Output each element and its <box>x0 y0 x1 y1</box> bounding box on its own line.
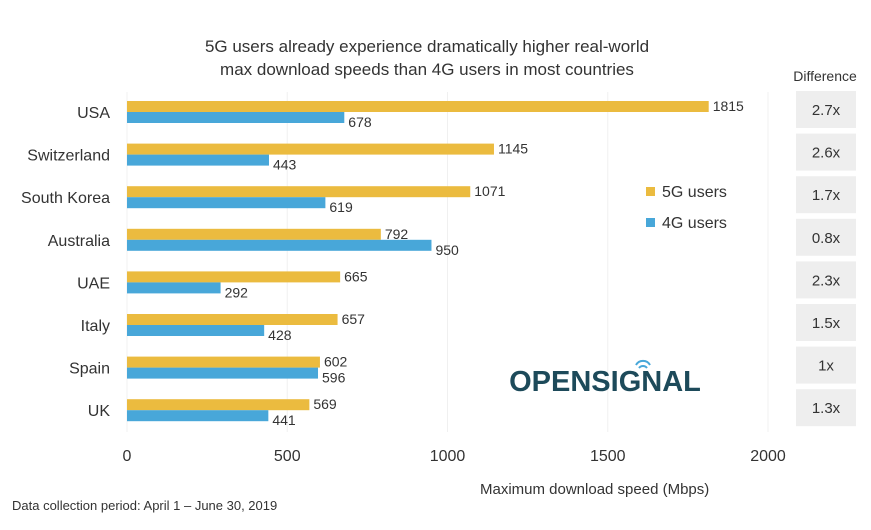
bar-5g <box>127 271 341 283</box>
chart-title-line-1: 5G users already experience dramatically… <box>205 37 649 56</box>
y-category-label: Australia <box>48 233 110 250</box>
difference-box <box>796 304 856 341</box>
difference-value: 1.7x <box>812 187 841 204</box>
y-category-label: Spain <box>69 361 110 378</box>
x-tick-label: 2000 <box>750 448 786 465</box>
bar-5g <box>127 143 494 155</box>
data-label: 569 <box>313 396 337 412</box>
y-category-label: USA <box>77 105 110 122</box>
bar-5g <box>127 399 310 411</box>
data-label: 1815 <box>713 98 744 114</box>
data-label: 596 <box>322 370 346 386</box>
y-category-label: Switzerland <box>27 148 110 165</box>
signal-icon <box>635 359 651 369</box>
bar-5g <box>127 186 471 198</box>
bar-5g <box>127 228 381 240</box>
chart-title-line-2: max download speeds than 4G users in mos… <box>220 60 634 79</box>
footnote: Data collection period: April 1 – June 3… <box>12 498 277 513</box>
difference-value: 1.3x <box>812 400 841 417</box>
data-label: 602 <box>324 354 348 370</box>
x-tick-label: 500 <box>274 448 301 465</box>
x-tick-label: 1500 <box>590 448 626 465</box>
data-label: 441 <box>272 412 296 428</box>
data-label: 657 <box>342 311 366 327</box>
y-category-label: South Korea <box>21 190 110 207</box>
data-label: 665 <box>344 268 368 284</box>
difference-value: 2.6x <box>812 145 841 162</box>
legend-swatch <box>646 218 655 227</box>
bar-4g <box>127 154 269 166</box>
bar-4g <box>127 325 265 336</box>
x-axis-label: Maximum download speed (Mbps) <box>480 481 709 498</box>
y-category-label: Italy <box>81 318 110 335</box>
bar-5g <box>127 314 338 325</box>
difference-header: Difference <box>793 68 857 84</box>
y-category-label: UAE <box>77 275 110 292</box>
bar-4g <box>127 112 345 123</box>
legend-label: 4G users <box>662 215 727 232</box>
data-label: 1145 <box>498 141 528 157</box>
data-label: 292 <box>225 284 249 300</box>
difference-value: 1x <box>818 358 834 375</box>
opensignal-logo: OPENSIGNAL <box>509 359 701 398</box>
data-label: 443 <box>273 157 297 173</box>
legend-label: 5G users <box>662 184 727 201</box>
difference-box <box>796 176 856 214</box>
data-label: 1071 <box>474 183 505 199</box>
bar-4g <box>127 282 221 294</box>
data-label: 792 <box>385 226 409 242</box>
bar-5g <box>127 101 709 112</box>
logo-text: OPENSIGNAL <box>509 366 701 398</box>
data-label: 428 <box>268 327 292 343</box>
difference-box <box>796 261 856 299</box>
difference-box <box>796 346 856 384</box>
x-tick-label: 0 <box>123 448 132 465</box>
data-label: 678 <box>348 114 372 130</box>
x-tick-label: 1000 <box>430 448 466 465</box>
difference-box <box>796 91 856 128</box>
bar-4g <box>127 367 319 379</box>
bar-4g <box>127 239 432 251</box>
bar-4g <box>127 410 269 422</box>
bar-4g <box>127 197 326 209</box>
difference-box <box>796 133 856 171</box>
difference-box <box>796 218 856 256</box>
difference-value: 2.3x <box>812 272 841 289</box>
bar-5g <box>127 356 320 368</box>
legend-swatch <box>646 187 655 196</box>
difference-value: 2.7x <box>812 102 841 119</box>
difference-value: 1.5x <box>812 315 841 332</box>
data-label: 619 <box>329 199 353 215</box>
y-category-label: UK <box>88 403 111 420</box>
difference-box <box>796 389 856 427</box>
data-label: 950 <box>435 242 459 258</box>
difference-value: 0.8x <box>812 230 841 247</box>
